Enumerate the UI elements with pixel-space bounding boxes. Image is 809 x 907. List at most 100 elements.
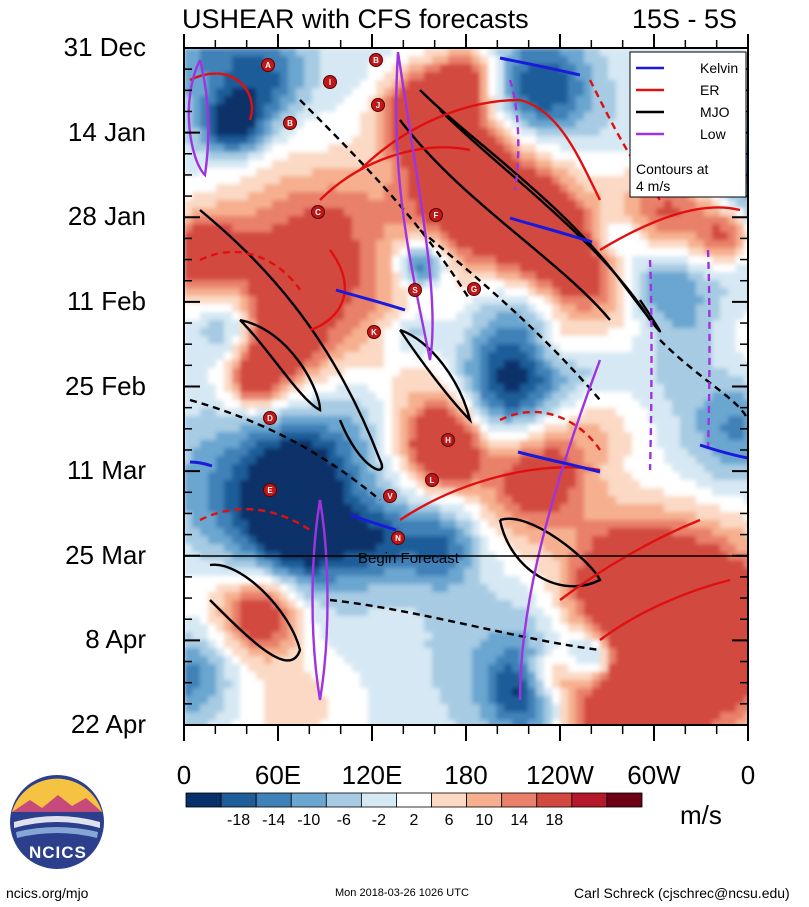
footer-left[interactable]: ncics.org/mjo (6, 885, 89, 901)
storm-marker: S (408, 283, 422, 297)
storm-marker-label: N (395, 534, 401, 543)
x-tick-label: 0 (176, 760, 192, 790)
storm-marker: B (283, 116, 297, 130)
storm-marker: K (367, 325, 381, 339)
storm-marker-label: J (376, 101, 380, 110)
storm-marker-label: K (371, 328, 377, 337)
storm-marker-label: I (329, 78, 331, 87)
contour-kelvin (499, 56, 581, 77)
y-tick-label: 14 Jan (67, 116, 146, 147)
storm-marker-label: E (267, 486, 273, 495)
y-tick-label: 28 Jan (67, 201, 146, 232)
contour-low (187, 59, 210, 178)
colorbar-units: m/s (680, 800, 722, 830)
forecast-label: Begin Forecast (358, 550, 460, 567)
colorbar-label: -6 (336, 812, 351, 829)
storm-marker: D (263, 411, 277, 425)
storm-marker: A (261, 58, 275, 72)
storm-marker: V (383, 489, 397, 503)
colorbar-swatch (466, 792, 503, 808)
contour-er (499, 410, 601, 451)
x-tick-label: 180 (444, 760, 488, 790)
y-tick-label: 11 Mar (67, 455, 146, 486)
contour-er (199, 250, 301, 291)
colorbar-label: 6 (444, 812, 454, 829)
colorbar-label: 2 (409, 812, 419, 829)
colorbar-swatch (606, 792, 643, 808)
storm-marker-label: A (265, 61, 271, 70)
logo-text: NCICS (29, 843, 87, 862)
x-tick-label: 60E (254, 760, 302, 790)
storm-marker-label: S (412, 286, 418, 295)
footer-right: Carl Schreck (cjschrec@ncsu.edu) (574, 885, 790, 901)
storm-marker: H (441, 433, 455, 447)
colorbar-swatch (536, 792, 573, 808)
contour-mjo (659, 339, 748, 421)
colorbar-swatch (185, 792, 222, 808)
x-tick-label: 120W (526, 760, 594, 790)
contour-mjo (239, 318, 322, 412)
storm-marker: L (425, 473, 439, 487)
storm-marker-label: G (471, 285, 477, 294)
storm-marker: B (369, 53, 383, 67)
contour-mjo (439, 109, 652, 321)
legend: Kelvin ER MJO Low Contours at 4 m/s (629, 51, 747, 198)
contour-mjo (209, 563, 302, 662)
colorbar-label: 10 (475, 812, 494, 829)
colorbar-swatch (290, 792, 327, 808)
storm-markers: A B I J B C F S G K D H L E V N (261, 53, 481, 545)
contour-kelvin (517, 450, 601, 474)
contour-mjo (498, 517, 602, 588)
contour-low (648, 259, 653, 471)
contour-kelvin (189, 460, 213, 468)
colorbar (185, 792, 643, 808)
storm-marker: G (467, 282, 481, 296)
contour-er (359, 98, 602, 201)
colorbar-swatch (571, 792, 608, 808)
contour-er (309, 249, 347, 332)
contour-mjo (189, 398, 381, 501)
footer-center: Mon 2018-03-26 1026 UTC (335, 887, 469, 899)
legend-label: Kelvin (700, 60, 738, 76)
contour-low (311, 499, 329, 701)
contour-mjo (329, 598, 601, 652)
storm-marker: E (263, 483, 277, 497)
y-tick-label: 22 Apr (70, 709, 146, 739)
storm-marker: J (371, 98, 385, 112)
chart-subtitle: 15S - 5S (632, 4, 738, 34)
contour-kelvin (349, 513, 397, 532)
contour-mjo (399, 328, 473, 424)
contour-kelvin (335, 288, 406, 312)
storm-marker-label: B (373, 56, 379, 65)
colorbar-swatch (325, 792, 362, 808)
y-tick-label: 25 Mar (65, 539, 146, 570)
storm-marker: F (429, 208, 443, 222)
x-tick-label: 0 (740, 760, 756, 790)
storm-marker-label: L (430, 476, 435, 485)
storm-marker-label: D (267, 414, 273, 423)
contour-lines (187, 51, 748, 701)
x-tick-label: 120E (341, 760, 403, 790)
colorbar-label: -10 (297, 812, 321, 829)
x-tick-label: 60W (627, 760, 681, 790)
colorbar-label: 14 (510, 812, 529, 829)
y-tick-label: 11 Feb (66, 285, 146, 316)
storm-marker-label: F (434, 211, 439, 220)
colorbar-label: -2 (371, 812, 387, 829)
storm-marker: N (391, 531, 405, 545)
colorbar-swatch (396, 792, 432, 808)
contour-kelvin (509, 216, 593, 244)
legend-label: Low (700, 126, 727, 142)
colorbar-swatch (501, 792, 538, 808)
legend-label: ER (700, 82, 719, 98)
storm-marker-label: C (315, 208, 321, 217)
colorbar-swatch (431, 792, 468, 808)
chart-title: USHEAR with CFS forecasts (182, 4, 529, 34)
legend-note-line1: Contours at (636, 161, 708, 177)
storm-marker: C (311, 205, 325, 219)
contour-kelvin (699, 443, 748, 460)
y-tick-label: 25 Feb (65, 370, 146, 401)
contour-mjo (419, 229, 601, 401)
contour-mjo (199, 209, 383, 471)
